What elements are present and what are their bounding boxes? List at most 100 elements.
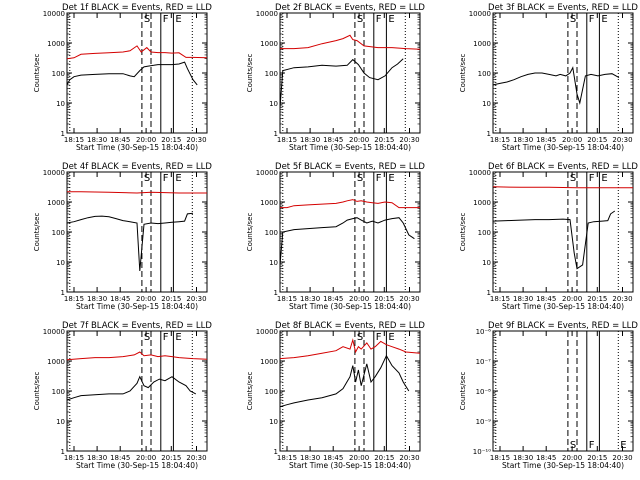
flare-marker-label: E	[175, 332, 181, 343]
y-tick-label: 1000	[473, 40, 491, 48]
y-tick-label: 1	[61, 448, 65, 456]
y-tick-label: 1	[487, 130, 491, 138]
y-tick-label: 10	[56, 259, 65, 267]
x-tick-label: 18:30	[87, 454, 107, 462]
y-tick-label: 1	[61, 289, 65, 297]
flare-marker-label: F	[163, 173, 169, 184]
x-tick-label: 18:15	[277, 136, 297, 144]
x-tick-label: 20:30	[186, 136, 206, 144]
plot-frame	[492, 330, 634, 452]
chart-title: Det 2f BLACK = Events, RED = LLD	[275, 3, 425, 13]
y-tick-label: 1000	[260, 358, 278, 366]
chart-title: Det 5f BLACK = Events, RED = LLD	[275, 162, 425, 172]
chart-panel-6: Det 6f BLACK = Events, RED = LLD 1 10 100 10…	[459, 162, 638, 311]
y-tick-label: 10	[269, 100, 278, 108]
flare-marker-label: F	[589, 14, 595, 25]
y-axis-label: Counts/sec	[246, 54, 254, 93]
flare-marker-label: E	[388, 14, 394, 25]
y-tick-label: 10⁻⁷	[476, 358, 492, 366]
plot-frame	[66, 171, 208, 293]
chart-panel-2: Det 2f BLACK = Events, RED = LLD 1 10 100 10…	[246, 3, 425, 152]
flare-start-marker-label: S	[144, 332, 150, 343]
chart-panel-3: Det 3f BLACK = Events, RED = LLD 1 10 100 10…	[459, 3, 638, 152]
chart-title: Det 8f BLACK = Events, RED = LLD	[275, 321, 425, 331]
flare-start-marker-label: S	[357, 14, 363, 25]
x-tick-label: 20:00	[136, 295, 156, 303]
x-tick-label: 20:15	[587, 295, 607, 303]
flare-start-marker-label: S	[357, 332, 363, 343]
x-tick-label: 18:45	[110, 454, 130, 462]
chart-panel-4: Det 4f BLACK = Events, RED = LLD 1 10 100 10…	[33, 162, 212, 311]
x-tick-label: 18:30	[513, 454, 533, 462]
y-tick-label: 10⁻¹⁰	[473, 448, 491, 456]
x-tick-label: 20:15	[161, 454, 181, 462]
x-tick-label: 20:15	[587, 454, 607, 462]
x-tick-label: 18:45	[323, 136, 343, 144]
x-tick-label: 18:15	[277, 454, 297, 462]
y-tick-label: 1	[487, 289, 491, 297]
x-tick-label: 20:00	[136, 136, 156, 144]
series-line-events	[66, 61, 198, 86]
plot-frame	[66, 330, 208, 452]
y-tick-label: 10	[56, 418, 65, 426]
chart-panel-1: Det 1f BLACK = Events, RED = LLD 1 10 100 10…	[33, 3, 212, 152]
y-tick-label: 100	[52, 388, 65, 396]
x-tick-label: 20:30	[186, 295, 206, 303]
x-tick-label: 18:15	[490, 295, 510, 303]
y-tick-label: 10000	[43, 169, 65, 177]
x-tick-label: 18:15	[64, 454, 84, 462]
flare-marker-label: E	[601, 173, 607, 184]
series-line-events	[279, 354, 410, 408]
x-tick-label: 18:45	[536, 136, 556, 144]
y-tick-label: 10⁻⁸	[476, 388, 492, 396]
y-tick-label: 1000	[260, 199, 278, 207]
flare-marker-label: F	[163, 14, 169, 25]
x-tick-label: 20:00	[349, 136, 369, 144]
x-tick-label: 18:15	[64, 136, 84, 144]
y-tick-label: 100	[478, 70, 491, 78]
x-axis-label: Start Time (30-Sep-15 18:04:40)	[76, 461, 198, 470]
x-axis-label: Start Time (30-Sep-15 18:04:40)	[502, 302, 624, 311]
series-line-events	[279, 58, 404, 108]
y-tick-label: 10000	[43, 328, 65, 336]
flare-marker-label: F	[376, 173, 382, 184]
x-tick-label: 20:30	[186, 454, 206, 462]
y-tick-label: 1000	[47, 358, 65, 366]
flare-marker-label: E	[388, 173, 394, 184]
chart-panel-7: Det 7f BLACK = Events, RED = LLD 1 10 100 10…	[33, 321, 212, 470]
flare-start-marker-label: S	[357, 173, 363, 184]
y-axis-label: Counts/sec	[459, 372, 467, 411]
plot-frame	[492, 171, 634, 293]
flare-marker-label: E	[175, 14, 181, 25]
y-tick-label: 10⁻⁹	[476, 418, 492, 426]
flare-start-marker-label: S	[144, 173, 150, 184]
y-tick-label: 10	[56, 100, 65, 108]
y-tick-label: 10	[482, 259, 491, 267]
x-tick-label: 20:30	[399, 136, 419, 144]
x-tick-label: 18:30	[87, 295, 107, 303]
y-axis-label: Counts/sec	[33, 54, 41, 93]
x-axis-label: Start Time (30-Sep-15 18:04:40)	[502, 461, 624, 470]
x-tick-label: 18:15	[64, 295, 84, 303]
x-axis-label: Start Time (30-Sep-15 18:04:40)	[76, 302, 198, 311]
y-tick-label: 10000	[43, 10, 65, 18]
y-axis-label: Counts/sec	[459, 213, 467, 252]
y-tick-label: 1000	[47, 199, 65, 207]
flare-marker-label: F	[589, 440, 595, 451]
x-tick-label: 20:30	[612, 454, 632, 462]
chart-panel-5: Det 5f BLACK = Events, RED = LLD 1 10 100 10…	[246, 162, 425, 311]
series-line-lld	[66, 45, 208, 60]
x-tick-label: 20:00	[349, 454, 369, 462]
y-tick-label: 10	[482, 100, 491, 108]
flare-start-marker-label: S	[570, 173, 576, 184]
x-tick-label: 18:45	[323, 295, 343, 303]
x-axis-label: Start Time (30-Sep-15 18:04:40)	[289, 143, 411, 152]
series-line-events	[66, 212, 194, 272]
series-line-events	[279, 217, 415, 265]
x-tick-label: 18:45	[110, 295, 130, 303]
chart-panel-8: Det 8f BLACK = Events, RED = LLD 1 10 100 10…	[246, 321, 425, 470]
x-tick-label: 20:00	[562, 454, 582, 462]
x-tick-label: 18:45	[536, 454, 556, 462]
chart-title: Det 1f BLACK = Events, RED = LLD	[62, 3, 212, 13]
